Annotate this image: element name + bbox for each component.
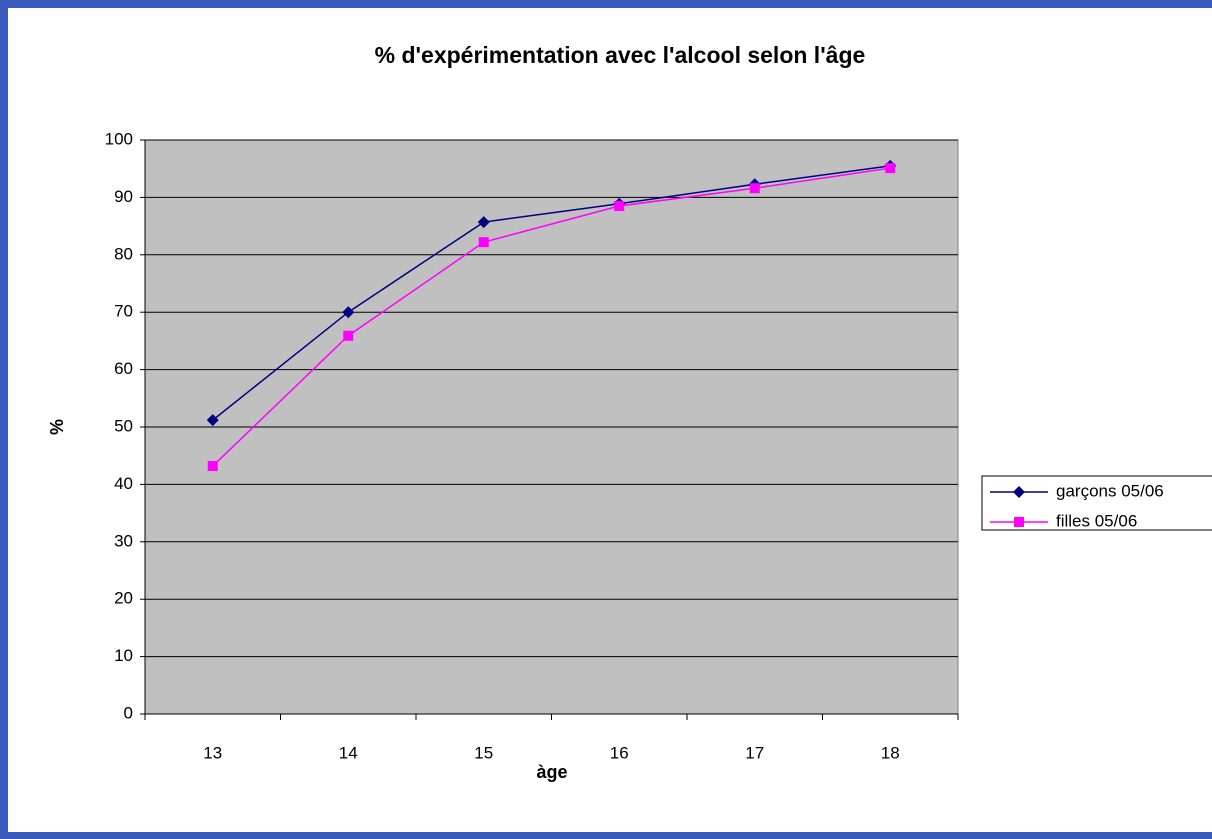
x-axis-label: àge <box>536 762 567 782</box>
y-tick-label: 0 <box>124 703 133 722</box>
y-tick-label: 60 <box>114 359 133 378</box>
y-tick-label: 30 <box>114 531 133 550</box>
data-point <box>614 201 625 212</box>
data-point <box>206 414 219 427</box>
data-point <box>885 163 896 174</box>
data-point <box>478 237 489 248</box>
legend-marker <box>1014 517 1024 527</box>
x-tick-label: 15 <box>474 743 493 762</box>
legend-label: filles 05/06 <box>1056 511 1137 530</box>
data-point <box>342 306 355 319</box>
series-line <box>212 165 891 421</box>
chart-title: % d'expérimentation avec l'alcool selon … <box>375 42 866 68</box>
data-point <box>749 183 760 194</box>
y-tick-label: 70 <box>114 302 133 321</box>
y-tick-label: 90 <box>114 187 133 206</box>
x-tick-label: 17 <box>745 743 764 762</box>
x-tick-label: 14 <box>339 743 358 762</box>
x-tick-label: 16 <box>610 743 629 762</box>
y-tick-label: 10 <box>114 646 133 665</box>
x-tick-label: 18 <box>881 743 900 762</box>
y-tick-label: 100 <box>105 129 133 148</box>
data-point <box>343 330 354 341</box>
legend-label: garçons 05/06 <box>1056 481 1164 500</box>
series-line <box>212 167 891 467</box>
y-tick-label: 80 <box>114 244 133 263</box>
x-tick-label: 13 <box>203 743 222 762</box>
data-point <box>477 216 490 229</box>
y-tick-label: 20 <box>114 589 133 608</box>
legend-marker <box>1013 486 1025 498</box>
data-point <box>207 461 218 472</box>
y-tick-label: 50 <box>114 416 133 435</box>
y-tick-label: 40 <box>114 474 133 493</box>
y-axis-label: % <box>47 419 67 435</box>
